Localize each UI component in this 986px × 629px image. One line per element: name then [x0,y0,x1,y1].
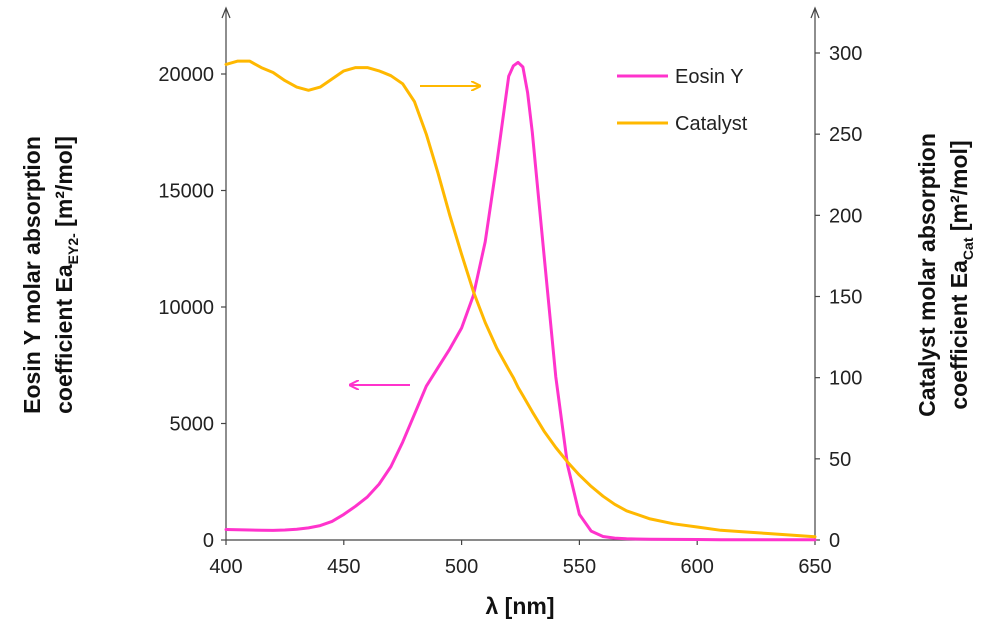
x-tick-label: 650 [798,556,831,578]
left-axis-arrowhead [221,6,231,19]
y-left-tick-label: 0 [203,530,214,552]
x-axis-title: λ [nm] [486,593,555,619]
y-right-tick-label: 200 [829,205,862,227]
x-tick-label: 500 [445,556,478,578]
y-right-tick-label: 150 [829,287,862,309]
x-tick-label: 550 [563,556,596,578]
y-right-tick-label: 0 [829,530,840,552]
left-y-axis-title-line1: Eosin Y molar absorption [19,136,45,414]
series-line-eosin-y [224,60,817,542]
y-right-ticks: 0 50 100 150 200 250 300 [815,43,862,552]
y-left-ticks: 0 5000 10000 15000 20000 [158,64,226,552]
x-tick-label: 400 [209,556,242,578]
series-line-catalyst [224,59,817,539]
y-right-tick-label: 50 [829,449,851,471]
left-y-axis-title-subscript: EY2- [65,233,81,264]
left-y-axis-title-line2: coefficient EaEY2- [m²/mol] [51,136,81,414]
right-axis-arrowhead [810,6,820,19]
y-left-tick-label: 20000 [158,64,214,86]
y-left-tick-label: 10000 [158,297,214,319]
left-y-axis-title: Eosin Y molar absorption coefficient EaE… [19,136,81,414]
legend-label-eosin: Eosin Y [675,66,744,88]
legend: Eosin Y Catalyst [617,66,748,135]
y-right-tick-label: 300 [829,43,862,65]
x-ticks: 400 450 500 550 600 650 [209,540,832,578]
left-y-axis-title-main: coefficient Ea [51,264,77,414]
legend-label-catalyst: Catalyst [675,113,748,135]
series-layer [224,59,817,542]
x-tick-label: 450 [327,556,360,578]
y-left-tick-label: 15000 [158,181,214,203]
right-y-axis-title-unit: [m²/mol] [946,140,972,237]
y-right-tick-label: 250 [829,124,862,146]
right-y-axis-title: Catalyst molar absorption coefficient Ea… [914,133,976,417]
y-right-tick-label: 100 [829,368,862,390]
right-y-axis-title-subscript: Cat [960,237,976,260]
right-y-axis-title-main: coefficient Ea [946,260,972,410]
x-tick-label: 600 [681,556,714,578]
right-y-axis-title-line2: coefficient EaCat [m²/mol] [946,140,976,409]
y-left-tick-label: 5000 [170,414,215,436]
right-y-axis-title-line1: Catalyst molar absorption [914,133,940,417]
left-y-axis-title-unit: [m²/mol] [51,136,77,233]
